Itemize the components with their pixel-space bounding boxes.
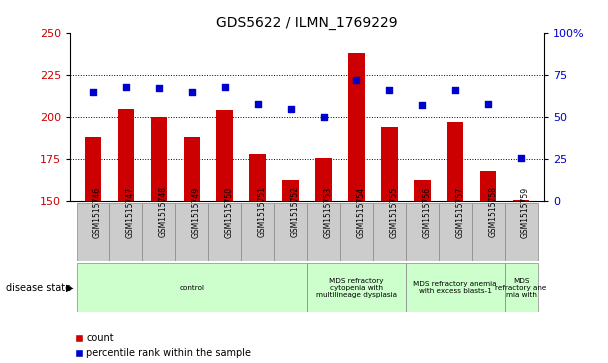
Point — [253, 101, 263, 106]
Point — [351, 77, 361, 83]
Text: GSM1515746: GSM1515746 — [93, 187, 102, 237]
Bar — [316, 158, 332, 201]
Bar — [381, 127, 398, 201]
Bar — [447, 122, 463, 201]
Bar — [406, 203, 439, 261]
Point — [384, 87, 394, 93]
Bar — [307, 263, 406, 312]
Text: MDS refractory
cytopenia with
multilineage dysplasia: MDS refractory cytopenia with multilinea… — [316, 278, 397, 298]
Point — [121, 84, 131, 90]
Text: MDS
refractory ane
mia with: MDS refractory ane mia with — [496, 278, 547, 298]
Bar — [77, 263, 307, 312]
Title: GDS5622 / ILMN_1769229: GDS5622 / ILMN_1769229 — [216, 16, 398, 30]
Bar — [472, 203, 505, 261]
Point — [451, 87, 460, 93]
Point — [88, 89, 98, 95]
Point — [319, 114, 328, 120]
Text: GSM1515758: GSM1515758 — [488, 187, 497, 237]
Text: GSM1515752: GSM1515752 — [291, 187, 300, 237]
Bar — [406, 263, 505, 312]
Point — [187, 89, 196, 95]
Bar — [340, 203, 373, 261]
Text: disease state: disease state — [6, 283, 71, 293]
Bar — [373, 203, 406, 261]
Bar — [439, 203, 472, 261]
Text: GSM1515747: GSM1515747 — [126, 187, 135, 237]
Text: GSM1515756: GSM1515756 — [423, 187, 431, 237]
Text: GSM1515750: GSM1515750 — [225, 187, 233, 237]
Text: ▶: ▶ — [66, 283, 73, 293]
Text: GSM1515755: GSM1515755 — [389, 187, 398, 237]
Bar — [348, 53, 365, 201]
Bar — [77, 203, 109, 261]
Text: GSM1515749: GSM1515749 — [192, 187, 201, 237]
Bar — [282, 180, 299, 201]
Bar — [249, 154, 266, 201]
Point — [220, 84, 230, 90]
Text: MDS refractory anemia
with excess blasts-1: MDS refractory anemia with excess blasts… — [413, 281, 497, 294]
Text: GSM1515753: GSM1515753 — [323, 187, 333, 237]
Bar — [151, 117, 167, 201]
Bar — [480, 171, 496, 201]
Text: GSM1515754: GSM1515754 — [356, 187, 365, 237]
Legend: count, percentile rank within the sample: count, percentile rank within the sample — [75, 333, 252, 358]
Bar — [274, 203, 307, 261]
Bar — [414, 180, 430, 201]
Text: GSM1515748: GSM1515748 — [159, 187, 168, 237]
Bar — [118, 109, 134, 201]
Bar — [85, 137, 101, 201]
Point — [154, 85, 164, 91]
Bar — [109, 203, 142, 261]
Text: control: control — [179, 285, 204, 291]
Bar — [513, 200, 530, 201]
Text: GSM1515759: GSM1515759 — [521, 187, 530, 237]
Bar — [505, 203, 537, 261]
Point — [516, 155, 526, 160]
Bar — [184, 137, 200, 201]
Point — [483, 101, 493, 106]
Text: GSM1515757: GSM1515757 — [455, 187, 465, 237]
Point — [418, 102, 427, 108]
Bar — [307, 203, 340, 261]
Bar — [208, 203, 241, 261]
Point — [286, 106, 295, 111]
Text: GSM1515751: GSM1515751 — [258, 187, 267, 237]
Bar — [142, 203, 175, 261]
Bar — [216, 110, 233, 201]
Bar — [175, 203, 208, 261]
Bar — [505, 263, 537, 312]
Bar — [241, 203, 274, 261]
